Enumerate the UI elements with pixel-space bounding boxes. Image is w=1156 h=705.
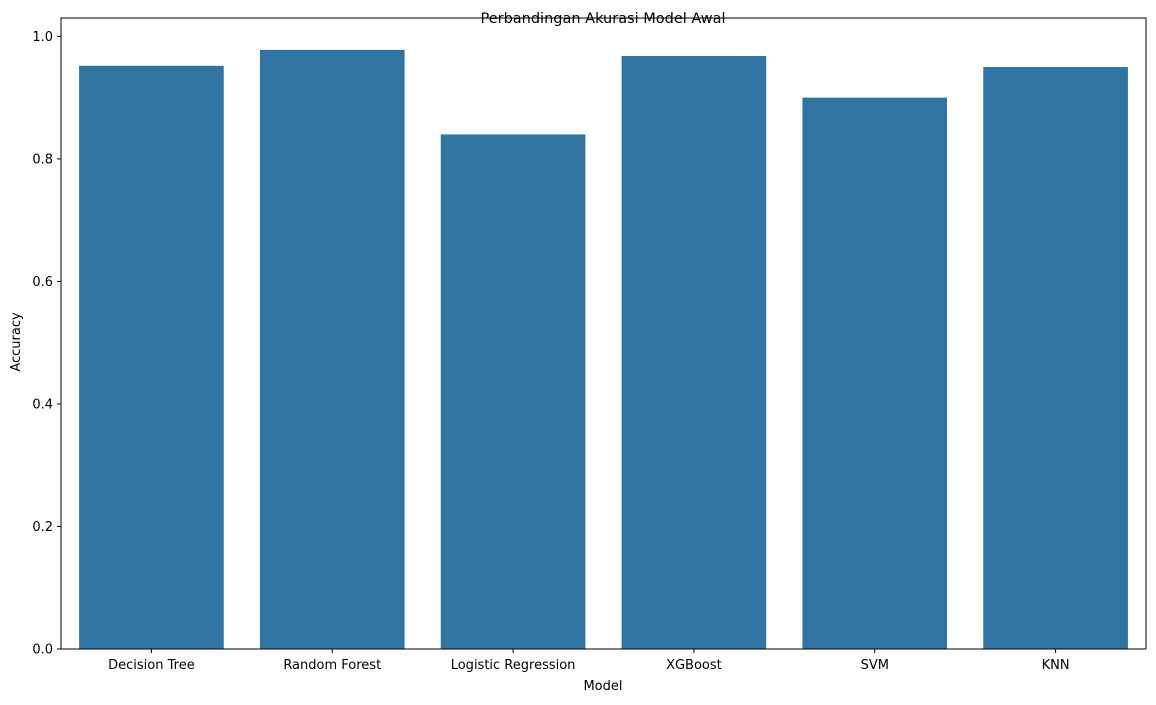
x-tick-label: XGBoost (666, 658, 722, 673)
y-axis-label: Accuracy (9, 312, 24, 372)
bar-logistic-regression (440, 134, 586, 649)
x-tick-label: Random Forest (283, 658, 381, 673)
chart-title: Perbandingan Akurasi Model Awal (480, 11, 725, 27)
ticks-group: Decision Tree Random Forest Logistic Regre… (32, 30, 1069, 673)
bars-group (79, 49, 1128, 650)
y-tick-label: 0.2 (32, 520, 53, 535)
plot-area-frame (60, 17, 1147, 650)
bar-svm (802, 97, 948, 649)
bar-knn (983, 67, 1128, 649)
y-tick-label: 0.6 (32, 275, 53, 290)
bar-random-forest (259, 49, 405, 650)
x-tick-label: KNN (1042, 658, 1070, 673)
y-tick-label: 0.8 (32, 152, 53, 167)
y-tick-label: 1.0 (32, 30, 53, 45)
x-axis-label: Model (583, 679, 622, 694)
bar-xgboost (621, 55, 767, 650)
x-tick-label: Logistic Regression (451, 658, 576, 673)
x-tick-label: SVM (861, 658, 889, 673)
y-tick-label: 0.0 (32, 643, 53, 658)
x-tick-label: Decision Tree (108, 658, 195, 673)
y-tick-label: 0.4 (32, 397, 53, 412)
bar-decision-tree (79, 65, 224, 649)
